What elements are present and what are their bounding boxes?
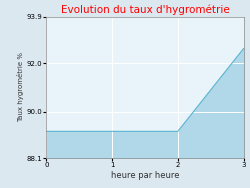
Title: Evolution du taux d'hygrométrie: Evolution du taux d'hygrométrie (60, 4, 229, 15)
Y-axis label: Taux hygrométrie %: Taux hygrométrie % (17, 52, 24, 122)
X-axis label: heure par heure: heure par heure (111, 171, 179, 180)
